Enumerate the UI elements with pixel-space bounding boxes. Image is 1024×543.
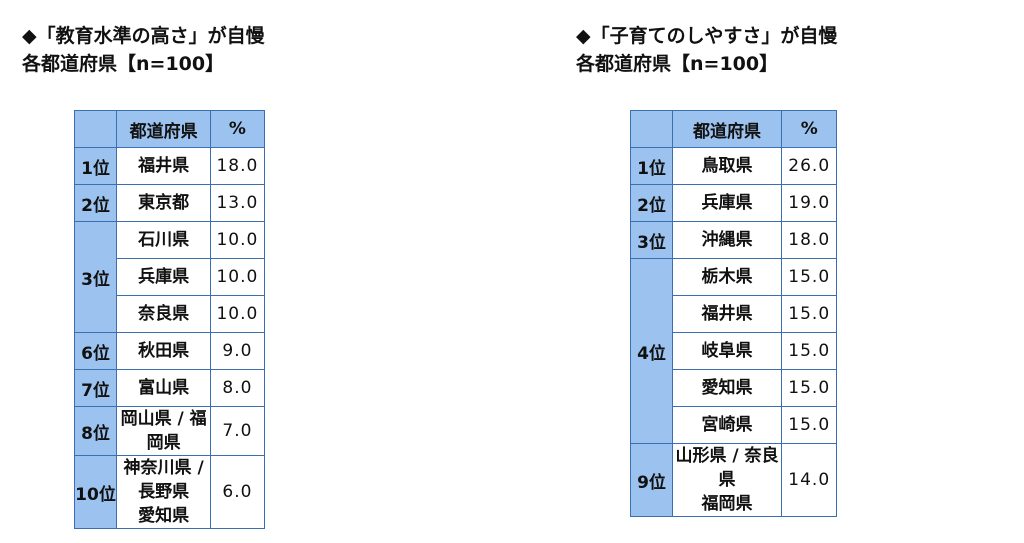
rank-cell: 2位 [630,184,673,222]
left-title: ◆「教育水準の高さ」が自慢 各都道府県【n=100】 [22,22,265,78]
prefecture-cell: 秋田県 [115,332,212,370]
prefecture-cell: 神奈川県 / 長野県 愛知県 [115,455,212,529]
rank-cell: 6位 [74,332,117,370]
right-title-line1: ◆「子育てのしやすさ」が自慢 [576,25,838,47]
prefecture-line: 福岡県 [701,494,753,514]
percent-cell: 9.0 [210,332,265,370]
prefecture-cell: 愛知県 [672,369,782,407]
right-ranking-table: 都道府県 % 1位 鳥取県 26.0 2位 兵庫県 19.0 3位 沖縄県 18… [630,110,838,517]
percent-cell: 13.0 [210,184,265,222]
percent-cell: 15.0 [780,332,838,370]
left-ranking-table: 都道府県 % 1位 福井県 18.0 2位 東京都 13.0 3位 石川県 10… [74,110,265,529]
prefecture-cell: 富山県 [115,369,212,407]
header-prefecture: 都道府県 [672,110,782,148]
percent-cell: 10.0 [210,295,265,333]
prefecture-cell: 栃木県 [672,258,782,296]
table-row: 8位 岡山県 / 福岡県 7.0 [74,406,265,456]
table-row: 3位 石川県 10.0 [74,221,265,333]
rank-cell: 4位 [630,258,673,444]
table-row: 10位 神奈川県 / 長野県 愛知県 6.0 [74,455,265,529]
table-row: 兵庫県 10.0 [75,258,265,296]
table-row: 9位 山形県 / 奈良県 福岡県 14.0 [630,443,838,517]
table-row: 宮崎県 15.0 [631,406,838,444]
rank-cell: 1位 [74,147,117,185]
header-percent: % [780,110,838,148]
header-rank [630,110,673,148]
prefecture-cell: 岡山県 / 福岡県 [115,406,212,456]
percent-cell: 18.0 [210,147,265,185]
rank-cell: 10位 [74,455,117,529]
table-row: 2位 東京都 13.0 [74,184,265,222]
prefecture-line: 山形県 / 奈良県 [675,446,779,490]
rank-cell: 2位 [74,184,117,222]
percent-cell: 10.0 [210,258,265,296]
percent-cell: 15.0 [780,258,838,296]
percent-cell: 18.0 [780,221,838,259]
left-panel: ◆「教育水準の高さ」が自慢 各都道府県【n=100】 都道府県 % 1位 福井県… [22,0,265,529]
prefecture-line: 愛知県 [138,506,190,526]
right-panel: ◆「子育てのしやすさ」が自慢 各都道府県【n=100】 都道府県 % 1位 鳥取… [576,0,838,517]
prefecture-cell: 東京都 [115,184,212,222]
percent-cell: 7.0 [210,406,265,456]
percent-cell: 26.0 [780,147,838,185]
prefecture-cell: 鳥取県 [672,147,782,185]
right-title-line2: 各都道府県【n=100】 [576,53,779,75]
percent-cell: 15.0 [780,295,838,333]
table-header-row: 都道府県 % [630,110,838,148]
table-header-row: 都道府県 % [74,110,265,148]
percent-cell: 14.0 [780,443,838,517]
prefecture-cell: 兵庫県 [115,258,212,296]
prefecture-cell: 山形県 / 奈良県 福岡県 [672,443,782,517]
rank-cell: 3位 [74,221,117,333]
percent-cell: 10.0 [210,221,265,259]
percent-cell: 6.0 [210,455,265,529]
header-prefecture: 都道府県 [115,110,212,148]
table-row: 愛知県 15.0 [631,369,838,407]
rank-cell: 1位 [630,147,673,185]
prefecture-cell: 兵庫県 [672,184,782,222]
percent-cell: 15.0 [780,406,838,444]
header-percent: % [210,110,265,148]
table-row: 福井県 15.0 [631,295,838,333]
table-row: 4位 栃木県 15.0 [630,258,838,444]
percent-cell: 19.0 [780,184,838,222]
table-row: 岐阜県 15.0 [631,332,838,370]
rank-cell: 9位 [630,443,673,517]
percent-cell: 8.0 [210,369,265,407]
table-row: 1位 福井県 18.0 [74,147,265,185]
table-row: 2位 兵庫県 19.0 [630,184,838,222]
prefecture-cell: 石川県 [115,221,212,259]
rank-cell: 3位 [630,221,673,259]
rank-cell: 8位 [74,406,117,456]
prefecture-cell: 岐阜県 [672,332,782,370]
table-row: 3位 沖縄県 18.0 [630,221,838,259]
prefecture-cell: 奈良県 [115,295,212,333]
table-row: 1位 鳥取県 26.0 [630,147,838,185]
prefecture-cell: 宮崎県 [672,406,782,444]
table-row: 6位 秋田県 9.0 [74,332,265,370]
prefecture-cell: 福井県 [672,295,782,333]
left-title-line2: 各都道府県【n=100】 [22,53,225,75]
prefecture-cell: 沖縄県 [672,221,782,259]
prefecture-line: 神奈川県 / 長野県 [123,458,204,502]
percent-cell: 15.0 [780,369,838,407]
prefecture-cell: 福井県 [115,147,212,185]
table-row: 7位 富山県 8.0 [74,369,265,407]
right-title: ◆「子育てのしやすさ」が自慢 各都道府県【n=100】 [576,22,837,78]
left-title-line1: ◆「教育水準の高さ」が自慢 [22,25,265,47]
header-rank [74,110,117,148]
rank-cell: 7位 [74,369,117,407]
